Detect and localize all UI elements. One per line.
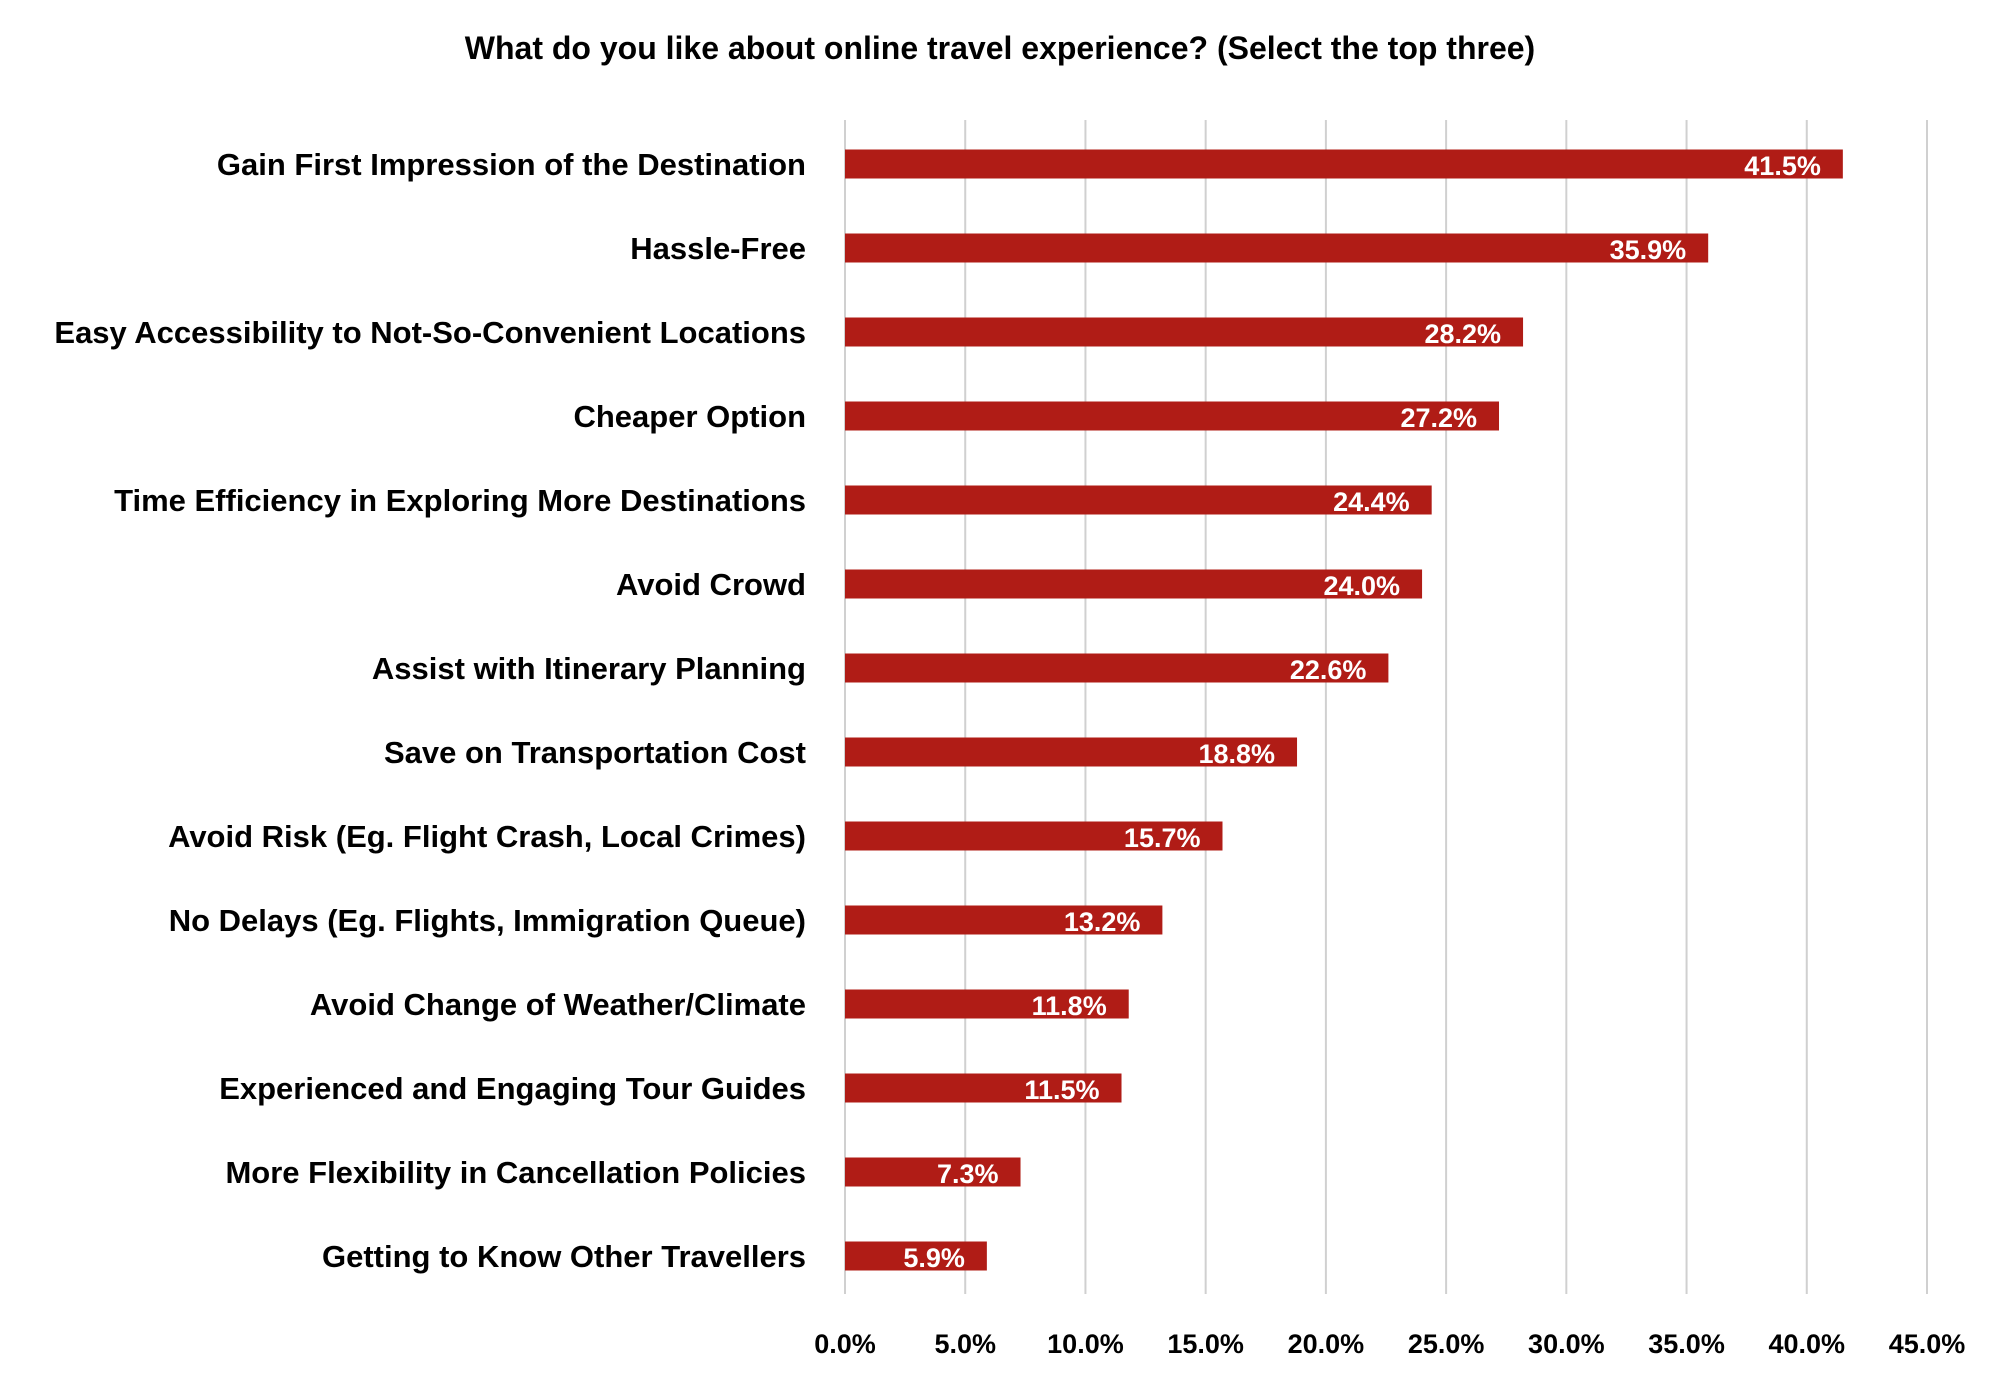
x-tick-label: 20.0% <box>1288 1329 1365 1359</box>
category-label: Avoid Change of Weather/Climate <box>310 987 806 1022</box>
category-label: Time Efficiency in Exploring More Destin… <box>114 483 806 518</box>
data-label: 18.8% <box>1198 739 1275 769</box>
bar <box>845 821 1223 851</box>
x-tick-label: 45.0% <box>1889 1329 1966 1359</box>
data-label: 11.8% <box>1032 991 1107 1021</box>
x-tick-label: 30.0% <box>1528 1329 1605 1359</box>
category-label: Hassle-Free <box>630 231 806 266</box>
data-label: 22.6% <box>1290 655 1367 685</box>
x-tick-label: 5.0% <box>934 1329 996 1359</box>
bar <box>845 905 1163 935</box>
bar <box>845 149 1843 179</box>
bars <box>845 149 1843 1271</box>
category-label: Assist with Itinerary Planning <box>372 651 806 686</box>
category-label: Avoid Crowd <box>616 567 806 602</box>
category-label: Avoid Risk (Eg. Flight Crash, Local Crim… <box>168 819 806 854</box>
x-tick-label: 35.0% <box>1648 1329 1725 1359</box>
chart-title: What do you like about online travel exp… <box>464 30 1536 66</box>
bar <box>845 1241 987 1271</box>
data-label: 35.9% <box>1610 235 1687 265</box>
x-axis-tick-labels: 0.0% 5.0% 10.0% 15.0% 20.0% 25.0% 30.0% 35.0% 40… <box>814 1329 1965 1359</box>
data-label: 13.2% <box>1064 907 1141 937</box>
bar <box>845 401 1500 431</box>
bar <box>845 233 1709 263</box>
x-tick-label: 40.0% <box>1768 1329 1845 1359</box>
category-label: Cheaper Option <box>573 399 806 434</box>
bar <box>845 653 1389 683</box>
category-label: More Flexibility in Cancellation Policie… <box>225 1155 806 1190</box>
x-tick-label: 0.0% <box>814 1329 876 1359</box>
bar <box>845 485 1432 515</box>
category-label: Save on Transportation Cost <box>384 735 806 770</box>
category-label: Easy Accessibility to Not-So-Convenient … <box>54 315 806 350</box>
x-tick-label: 25.0% <box>1408 1329 1485 1359</box>
category-labels: Gain First Impression of the Destination… <box>54 147 806 1274</box>
data-label: 27.2% <box>1400 403 1477 433</box>
data-label: 7.3% <box>937 1159 999 1189</box>
gridlines <box>844 120 1928 1294</box>
category-label: Gain First Impression of the Destination <box>217 147 806 182</box>
data-label: 28.2% <box>1424 319 1501 349</box>
category-label: No Delays (Eg. Flights, Immigration Queu… <box>169 903 806 938</box>
bar <box>845 569 1423 599</box>
data-labels: 41.5% 35.9% 28.2% 27.2% 24.4% 24.0% 22.6% 18.8%… <box>903 151 1821 1273</box>
category-label: Getting to Know Other Travellers <box>322 1239 806 1274</box>
data-label: 24.4% <box>1333 487 1410 517</box>
bar <box>845 989 1129 1019</box>
bar <box>845 737 1298 767</box>
bar <box>845 1157 1021 1187</box>
data-label: 5.9% <box>903 1243 965 1273</box>
category-label: Experienced and Engaging Tour Guides <box>219 1071 806 1106</box>
data-label: 15.7% <box>1124 823 1201 853</box>
data-label: 41.5% <box>1744 151 1821 181</box>
bar <box>845 317 1524 347</box>
x-tick-label: 10.0% <box>1047 1329 1124 1359</box>
x-tick-label: 15.0% <box>1167 1329 1244 1359</box>
data-label: 11.5% <box>1024 1075 1099 1105</box>
data-label: 24.0% <box>1324 571 1401 601</box>
bar <box>845 1073 1122 1103</box>
